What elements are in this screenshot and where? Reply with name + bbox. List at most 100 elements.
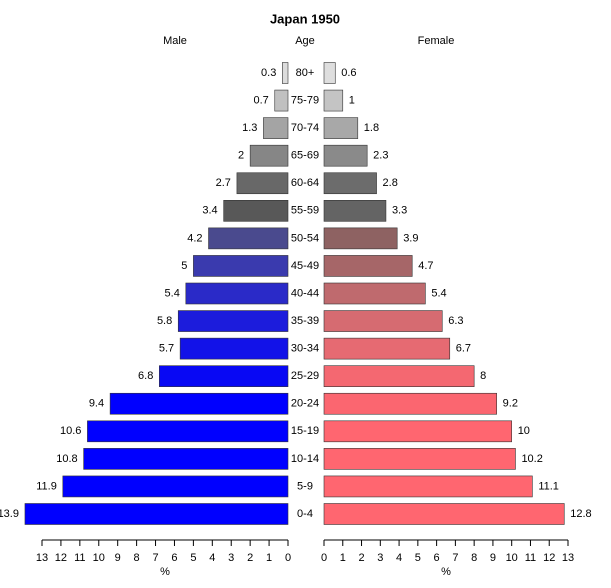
x-tick-label: 3 (228, 552, 234, 564)
x-tick-label: 3 (377, 552, 383, 564)
x-tick-label: 13 (36, 552, 48, 564)
category-label: 25-29 (291, 370, 319, 382)
value-label: 1.3 (242, 122, 257, 134)
bar (185, 282, 289, 305)
value-label: 13.9 (0, 508, 19, 520)
bar (263, 117, 289, 139)
x-tick-label: 9 (115, 552, 121, 564)
bar (323, 117, 359, 139)
x-tick-label: 1 (340, 552, 346, 564)
chart-title: Japan 1950 (270, 11, 340, 26)
x-tick-label: 6 (171, 552, 177, 564)
category-label: 20-24 (291, 398, 319, 410)
x-tick-label: 0 (285, 552, 291, 564)
value-label: 11.1 (538, 480, 559, 492)
category-label: 10-14 (291, 453, 319, 465)
category-label: 60-64 (291, 177, 319, 189)
x-tick-label: 9 (490, 552, 496, 564)
bar (323, 172, 377, 195)
value-label: 6.8 (138, 370, 153, 382)
x-tick-label: 0 (321, 552, 327, 564)
bar (62, 475, 289, 498)
bar (323, 448, 516, 470)
category-label: 40-44 (291, 287, 319, 299)
bar (323, 475, 533, 498)
value-label: 11.9 (36, 480, 57, 492)
bar (87, 420, 289, 443)
bar (159, 365, 289, 387)
x-tick-label: 1 (266, 552, 272, 564)
x-tick-label: 4 (209, 552, 215, 564)
bar (323, 337, 451, 360)
x-tick-label: 7 (452, 552, 458, 564)
bar (323, 392, 497, 415)
bar (109, 392, 289, 415)
x-tick-label: 12 (543, 552, 555, 564)
bar (323, 365, 475, 387)
value-label: 5.4 (431, 287, 446, 299)
category-label: 5-9 (297, 480, 313, 492)
category-label: 65-69 (291, 150, 319, 162)
value-label: 5 (181, 260, 187, 272)
bar (323, 282, 426, 305)
category-label: 15-19 (291, 425, 319, 437)
category-label: 70-74 (291, 122, 319, 134)
category-label: 55-59 (291, 205, 319, 217)
value-label: 10.8 (56, 453, 77, 465)
x-tick-label: 5 (415, 552, 421, 564)
value-label: 9.4 (89, 398, 104, 410)
right-header: Female (418, 35, 455, 47)
x-tick-label: 13 (562, 552, 574, 564)
value-label: 6.7 (456, 343, 471, 355)
value-label: 1.8 (364, 122, 379, 134)
bar (323, 255, 413, 277)
left-header: Male (163, 35, 187, 47)
value-label: 5.7 (159, 343, 174, 355)
value-label: 0.6 (341, 67, 356, 79)
bar (223, 200, 289, 222)
x-axis-label: % (160, 566, 170, 578)
x-tick-label: 8 (471, 552, 477, 564)
bar (323, 89, 344, 112)
value-label: 10 (518, 425, 530, 437)
x-tick-label: 6 (434, 552, 440, 564)
category-label: 50-54 (291, 232, 319, 244)
bar (323, 62, 336, 84)
x-axis-label: % (441, 566, 451, 578)
x-tick-label: 12 (55, 552, 67, 564)
value-label: 12.8 (570, 508, 591, 520)
category-label: 0-4 (297, 508, 313, 520)
value-label: 2 (238, 150, 244, 162)
bar (83, 448, 289, 470)
x-tick-label: 5 (190, 552, 196, 564)
bar (249, 144, 289, 167)
value-label: 10.2 (521, 453, 542, 465)
value-label: 2.8 (383, 177, 398, 189)
bar (323, 200, 387, 222)
value-label: 9.2 (503, 398, 518, 410)
x-tick-label: 8 (134, 552, 140, 564)
bar (323, 503, 565, 525)
bar (323, 227, 398, 250)
category-label: 35-39 (291, 315, 319, 327)
value-label: 4.2 (187, 232, 202, 244)
value-label: 3.3 (392, 205, 407, 217)
value-label: 3.9 (403, 232, 418, 244)
bar (323, 144, 368, 167)
bar (193, 255, 289, 277)
value-label: 3.4 (202, 205, 217, 217)
x-tick-label: 2 (247, 552, 253, 564)
x-tick-label: 10 (93, 552, 105, 564)
bar (236, 172, 289, 195)
bar (179, 337, 289, 360)
x-tick-label: 11 (74, 552, 85, 564)
value-label: 5.8 (157, 315, 172, 327)
bar (208, 227, 289, 250)
value-label: 2.7 (216, 177, 231, 189)
value-label: 8 (480, 370, 486, 382)
bar (177, 310, 289, 332)
value-label: 0.7 (253, 94, 268, 106)
x-tick-label: 7 (152, 552, 158, 564)
value-label: 6.3 (448, 315, 463, 327)
